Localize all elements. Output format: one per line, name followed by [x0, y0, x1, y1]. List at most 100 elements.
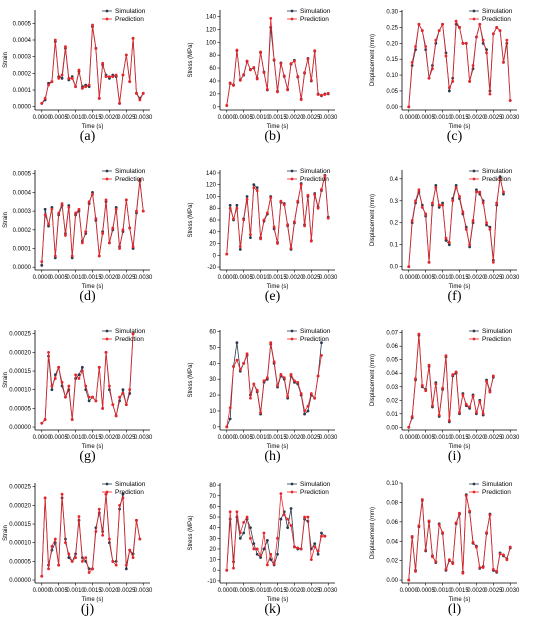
legend-marker-simulation [105, 482, 109, 486]
data-point [131, 36, 135, 40]
panel-caption: (b) [264, 129, 281, 144]
y-axis-label: Stress (MPa) [188, 515, 194, 550]
series-line-prediction [41, 494, 141, 577]
y-tick-label: 0.06 [386, 344, 398, 350]
x-tick-label: 0.0025 [484, 588, 503, 594]
x-axis-label: Time (s) [449, 444, 471, 450]
chart-panel-j: 0.00000.00050.00100.00150.00200.00250.00… [3, 481, 153, 617]
data-point [259, 411, 262, 414]
x-axis-label: Time (s) [449, 124, 471, 130]
x-tick-label: 0.0000 [218, 435, 237, 441]
legend-label-prediction: Prediction [482, 489, 511, 496]
data-point [91, 395, 94, 399]
chart-panel-i: 0.00000.00050.00100.00150.00200.00250.00… [370, 328, 520, 464]
legend-marker-prediction [472, 177, 476, 181]
y-tick-label: 0.4 [390, 177, 399, 183]
data-point [232, 566, 235, 570]
x-tick-label: 0.0010 [251, 435, 270, 441]
data-point [255, 547, 259, 551]
data-point [249, 233, 252, 237]
y-tick-label: 0.00015 [9, 522, 31, 528]
data-point [131, 245, 135, 249]
data-point [303, 409, 306, 413]
data-point [320, 531, 323, 535]
y-tick-label: 40 [209, 79, 216, 85]
data-point [316, 206, 320, 210]
y-tick-label: 100 [206, 194, 217, 200]
series-line-prediction [408, 178, 504, 267]
y-tick-label: 120 [206, 27, 217, 33]
data-point [502, 553, 505, 557]
data-point [238, 245, 242, 248]
y-tick-label: 0.0000 [13, 105, 32, 111]
data-point [232, 217, 235, 221]
data-point [293, 379, 296, 383]
data-point [451, 80, 455, 83]
data-point [114, 563, 118, 567]
data-point [57, 365, 61, 369]
panel-caption: (e) [265, 289, 281, 304]
data-point [80, 241, 84, 245]
data-point [238, 368, 242, 372]
data-point [447, 89, 451, 93]
data-point [282, 513, 286, 517]
data-point [424, 548, 428, 552]
y-tick-label: 0.25 [386, 25, 398, 31]
data-point [272, 225, 276, 229]
chart-panel-f: 0.00000.00050.00100.00150.00200.00250.00… [370, 168, 520, 304]
data-point [447, 86, 451, 90]
y-tick-label: 0.15 [386, 57, 398, 63]
data-point [454, 186, 458, 189]
data-point [111, 75, 115, 79]
data-point [60, 380, 64, 384]
legend-marker-simulation [472, 9, 476, 13]
x-axis-label: Time (s) [82, 597, 104, 603]
data-point [121, 388, 125, 392]
data-point [124, 53, 128, 57]
data-point [228, 81, 232, 85]
series-line-prediction [408, 334, 494, 428]
data-point [232, 84, 235, 87]
data-point [475, 35, 478, 39]
data-point [269, 558, 273, 561]
x-tick-label: 0.0000 [218, 588, 237, 594]
data-point [249, 536, 252, 540]
data-point [485, 51, 488, 55]
data-point [309, 392, 313, 395]
series-line-simulation [41, 26, 144, 104]
legend-label-simulation: Simulation [482, 481, 513, 488]
data-point [316, 552, 320, 556]
data-point [320, 341, 323, 345]
y-tick-label: 70 [209, 494, 216, 500]
data-point [262, 531, 266, 535]
data-point [57, 563, 61, 567]
x-tick-label: 0.0000 [33, 275, 52, 281]
data-point [464, 402, 468, 406]
x-tick-label: 0.0015 [450, 115, 469, 121]
y-tick-label: 60 [209, 504, 216, 510]
data-point [444, 236, 448, 240]
data-point [441, 386, 444, 390]
data-point [293, 220, 296, 224]
data-point [57, 211, 61, 215]
data-point [414, 199, 417, 203]
legend-marker-prediction [472, 337, 476, 341]
x-tick-label: 0.0025 [302, 275, 321, 281]
data-point [238, 248, 242, 251]
data-point [420, 498, 424, 501]
data-point [259, 50, 262, 54]
data-point [60, 492, 64, 496]
data-point [245, 195, 249, 198]
data-point [114, 73, 118, 77]
data-point [272, 58, 276, 62]
y-tick-label: 0 [213, 425, 217, 431]
data-point [434, 183, 438, 187]
data-point [249, 526, 252, 530]
x-tick-label: 0.0005 [416, 115, 435, 121]
data-point [320, 93, 323, 97]
data-point [427, 76, 431, 80]
data-point [495, 201, 499, 205]
data-point [475, 190, 478, 194]
legend-marker-prediction [290, 177, 294, 181]
x-tick-label: 0.0005 [234, 435, 253, 441]
